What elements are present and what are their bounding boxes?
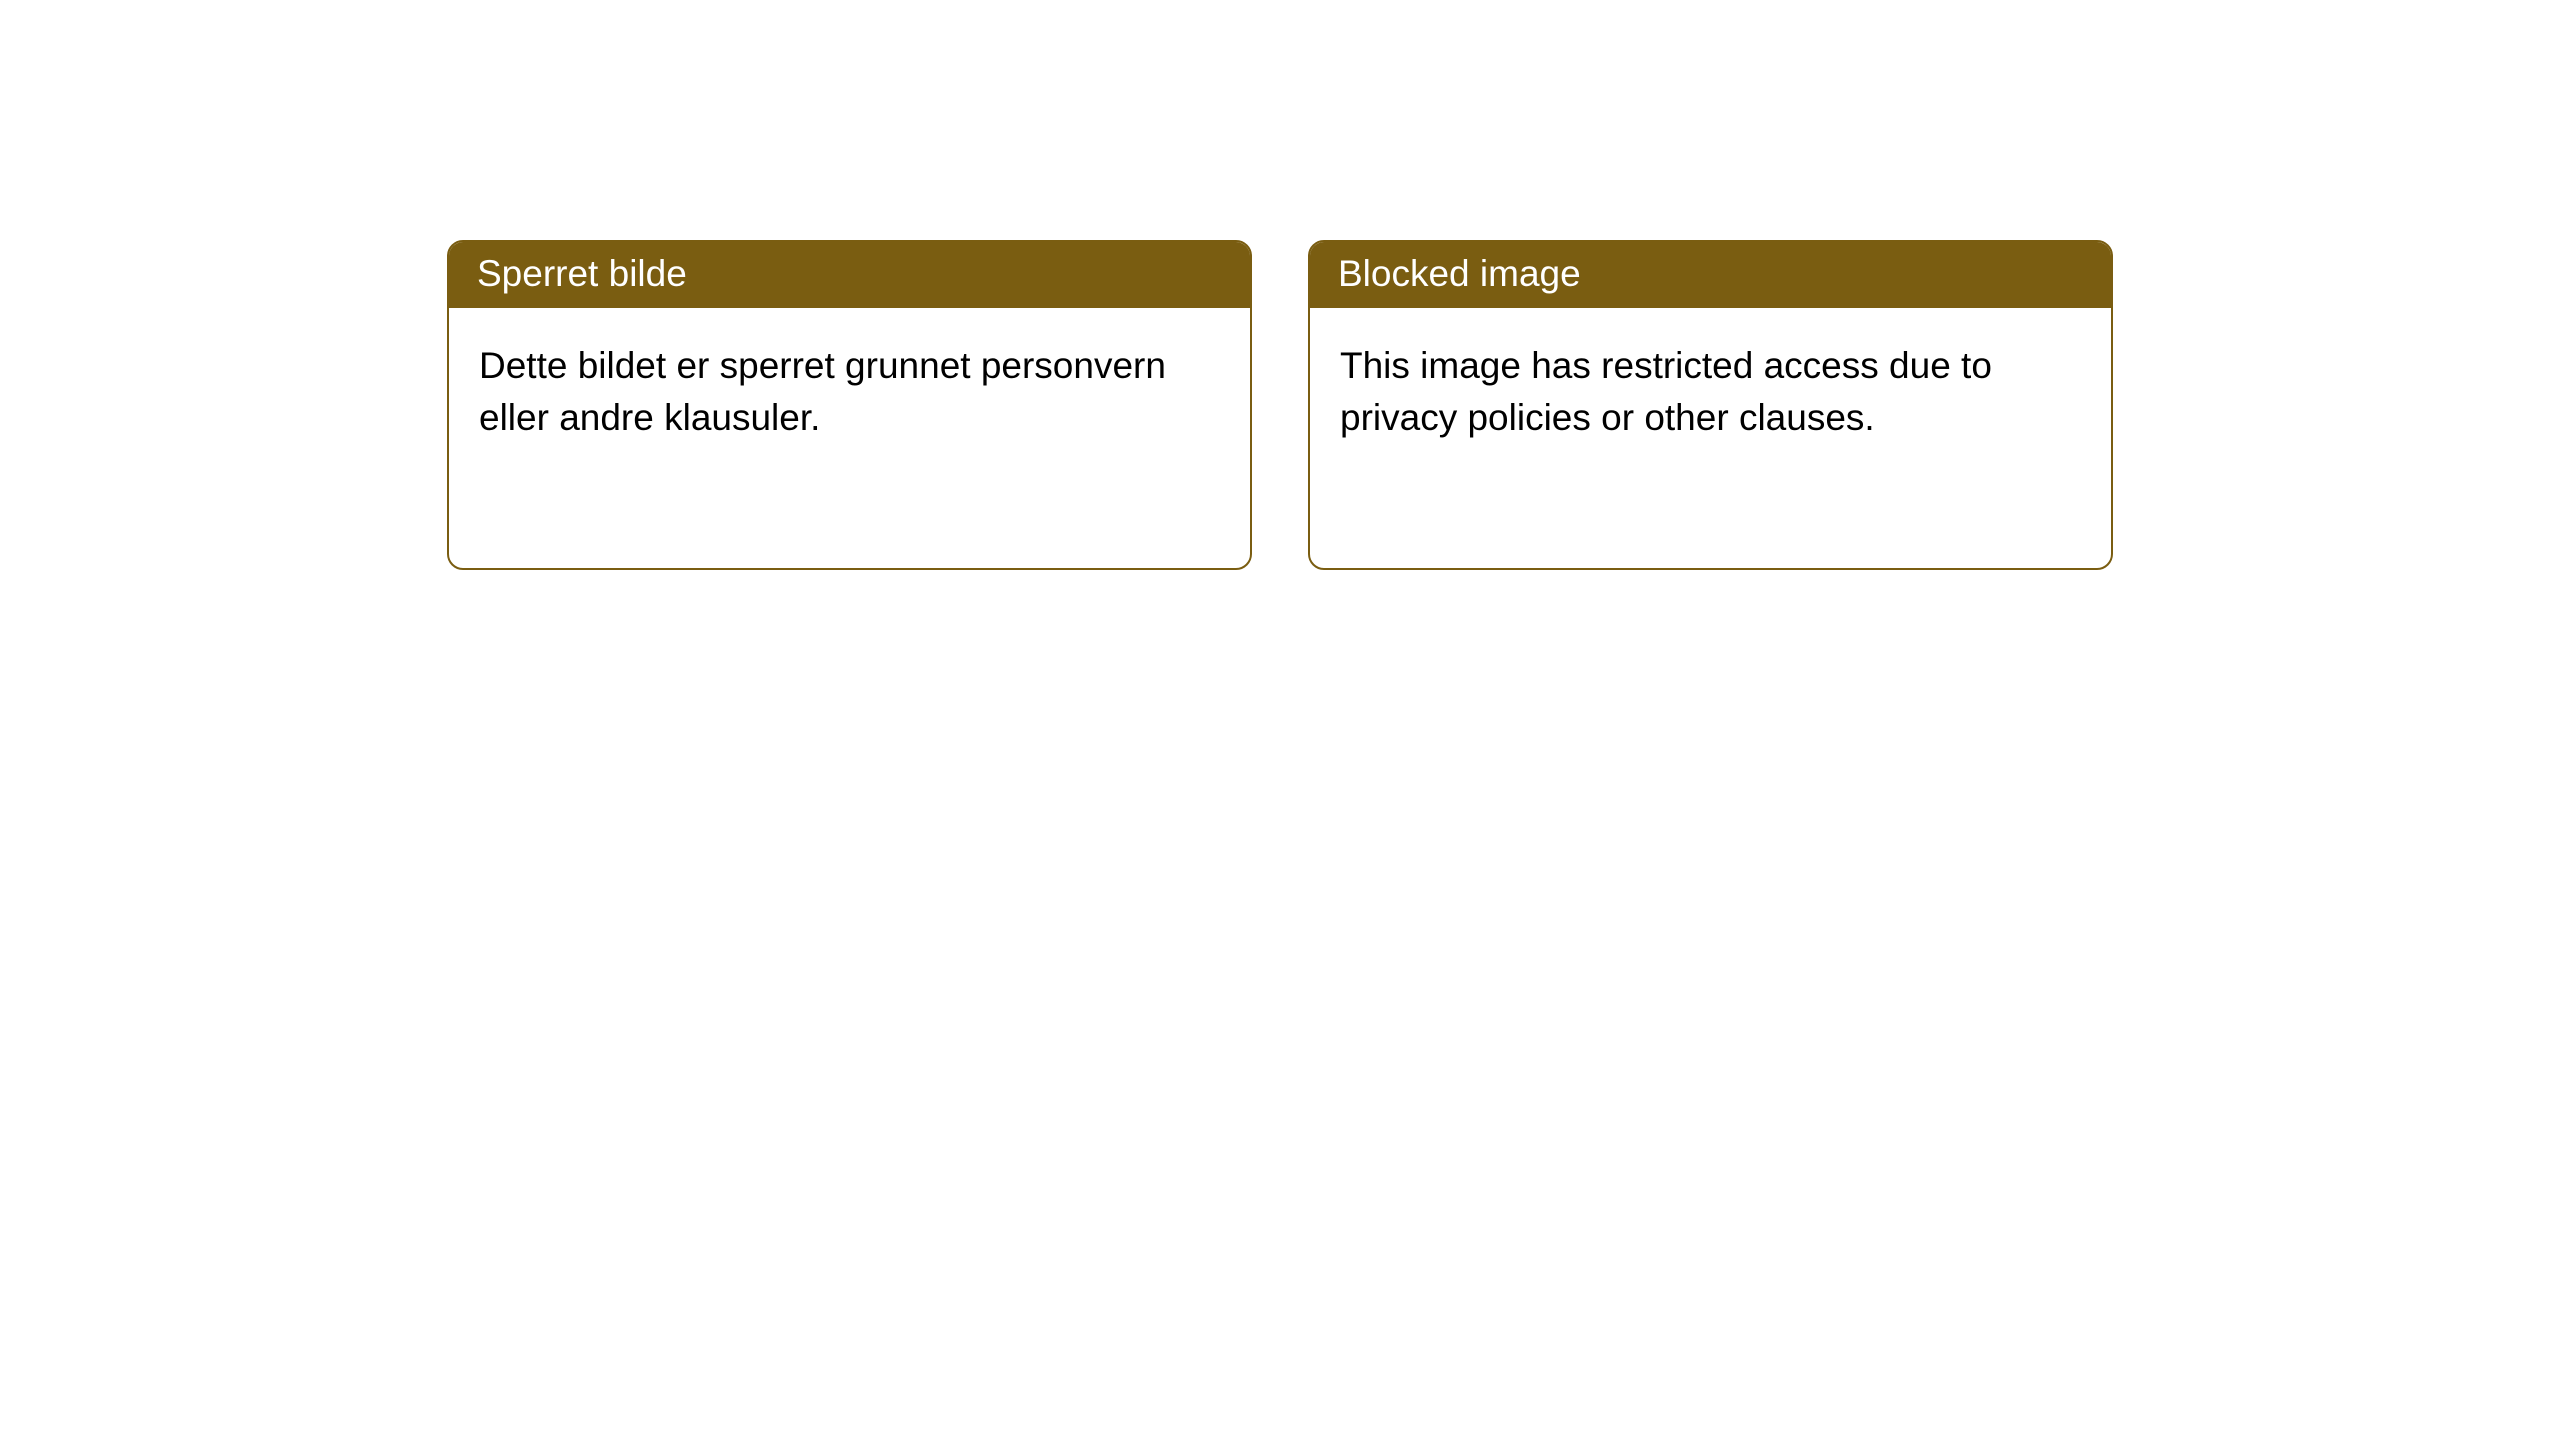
notice-container: Sperret bilde Dette bildet er sperret gr… [0, 240, 2560, 570]
notice-card-body: This image has restricted access due to … [1310, 308, 2111, 568]
notice-card-norwegian: Sperret bilde Dette bildet er sperret gr… [447, 240, 1252, 570]
notice-card-title: Blocked image [1310, 242, 2111, 308]
notice-card-title: Sperret bilde [449, 242, 1250, 308]
notice-card-body: Dette bildet er sperret grunnet personve… [449, 308, 1250, 568]
notice-card-english: Blocked image This image has restricted … [1308, 240, 2113, 570]
